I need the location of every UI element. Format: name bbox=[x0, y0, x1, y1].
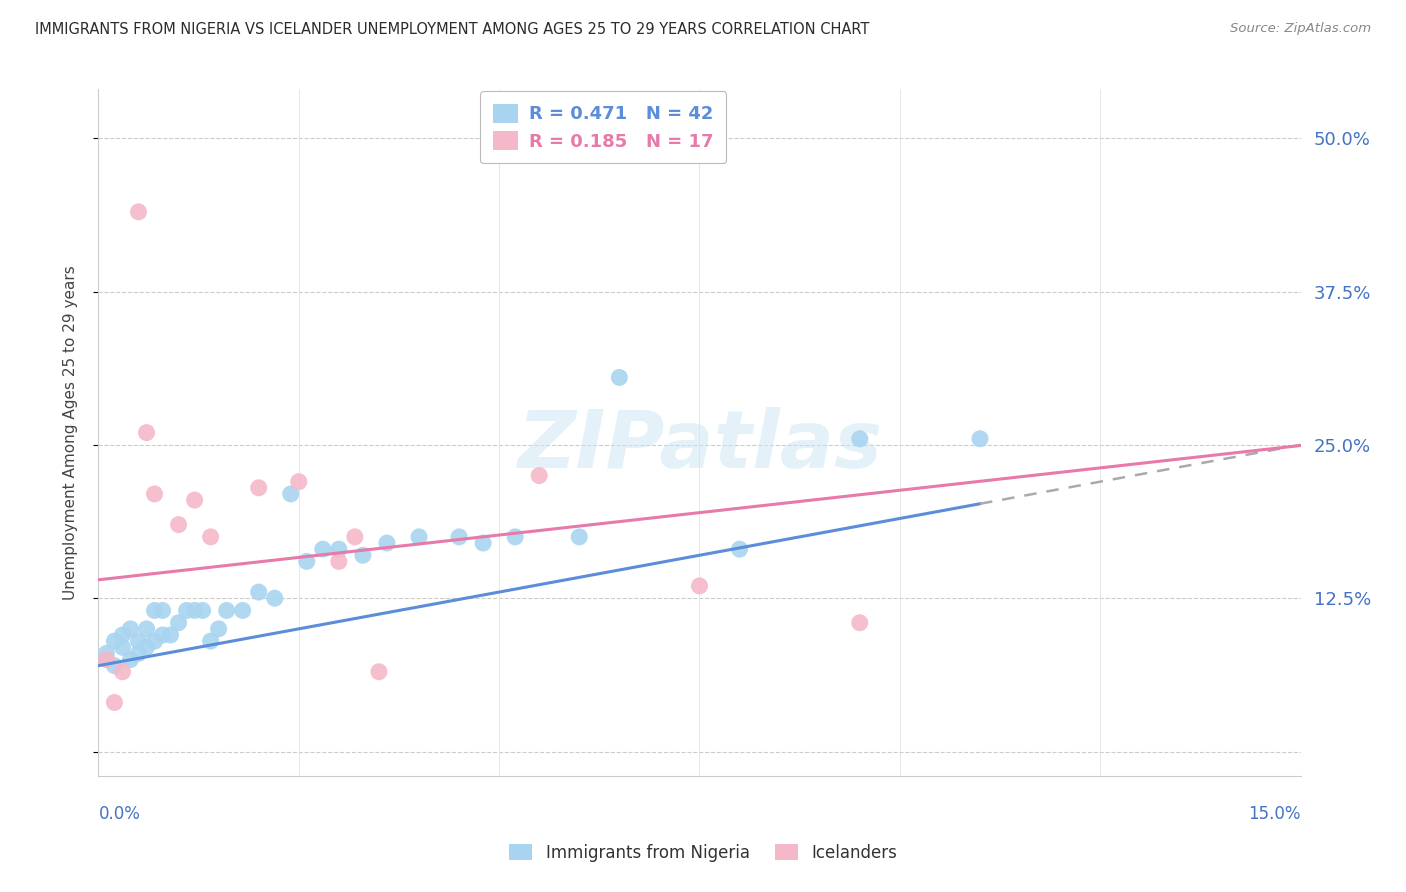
Point bbox=[368, 665, 391, 679]
Point bbox=[103, 658, 125, 673]
Point bbox=[128, 634, 150, 648]
Point bbox=[215, 603, 238, 617]
Point bbox=[208, 622, 231, 636]
Text: ZIPatlas: ZIPatlas bbox=[517, 408, 882, 485]
Point bbox=[176, 603, 198, 617]
Point bbox=[343, 530, 366, 544]
Point bbox=[111, 628, 134, 642]
Point bbox=[143, 634, 166, 648]
Point bbox=[529, 468, 551, 483]
Point bbox=[609, 370, 631, 384]
Legend: Immigrants from Nigeria, Icelanders: Immigrants from Nigeria, Icelanders bbox=[501, 836, 905, 871]
Point bbox=[263, 591, 285, 606]
Point bbox=[135, 622, 157, 636]
Point bbox=[103, 696, 125, 710]
Point bbox=[159, 628, 181, 642]
Point bbox=[143, 603, 166, 617]
Point bbox=[408, 530, 430, 544]
Point bbox=[472, 536, 495, 550]
Point bbox=[247, 585, 270, 599]
Point bbox=[849, 432, 872, 446]
Point bbox=[111, 640, 134, 655]
Point bbox=[120, 652, 142, 666]
Point bbox=[247, 481, 270, 495]
Point bbox=[96, 646, 118, 660]
Point bbox=[96, 652, 118, 666]
Point bbox=[135, 640, 157, 655]
Point bbox=[232, 603, 254, 617]
Text: 0.0%: 0.0% bbox=[98, 805, 141, 822]
Point bbox=[152, 628, 174, 642]
Text: Source: ZipAtlas.com: Source: ZipAtlas.com bbox=[1230, 22, 1371, 36]
Point bbox=[96, 652, 118, 666]
Point bbox=[969, 432, 991, 446]
Point bbox=[152, 603, 174, 617]
Text: IMMIGRANTS FROM NIGERIA VS ICELANDER UNEMPLOYMENT AMONG AGES 25 TO 29 YEARS CORR: IMMIGRANTS FROM NIGERIA VS ICELANDER UNE… bbox=[35, 22, 869, 37]
Point bbox=[103, 634, 125, 648]
Point bbox=[328, 542, 350, 557]
Point bbox=[120, 622, 142, 636]
Point bbox=[312, 542, 335, 557]
Point bbox=[280, 487, 302, 501]
Point bbox=[183, 603, 205, 617]
Point bbox=[728, 542, 751, 557]
Point bbox=[143, 487, 166, 501]
Point bbox=[128, 646, 150, 660]
Point bbox=[288, 475, 311, 489]
Point bbox=[689, 579, 711, 593]
Point bbox=[503, 530, 526, 544]
Point bbox=[111, 665, 134, 679]
Point bbox=[447, 530, 470, 544]
Y-axis label: Unemployment Among Ages 25 to 29 years: Unemployment Among Ages 25 to 29 years bbox=[63, 265, 77, 600]
Point bbox=[295, 554, 318, 568]
Point bbox=[375, 536, 398, 550]
Point bbox=[328, 554, 350, 568]
Point bbox=[849, 615, 872, 630]
Legend: R = 0.471   N = 42, R = 0.185   N = 17: R = 0.471 N = 42, R = 0.185 N = 17 bbox=[481, 91, 727, 163]
Text: 15.0%: 15.0% bbox=[1249, 805, 1301, 822]
Point bbox=[568, 530, 591, 544]
Point bbox=[128, 205, 150, 219]
Point bbox=[167, 615, 190, 630]
Point bbox=[352, 548, 374, 563]
Point bbox=[191, 603, 214, 617]
Point bbox=[200, 634, 222, 648]
Point bbox=[183, 493, 205, 508]
Point bbox=[200, 530, 222, 544]
Point bbox=[167, 517, 190, 532]
Point bbox=[135, 425, 157, 440]
